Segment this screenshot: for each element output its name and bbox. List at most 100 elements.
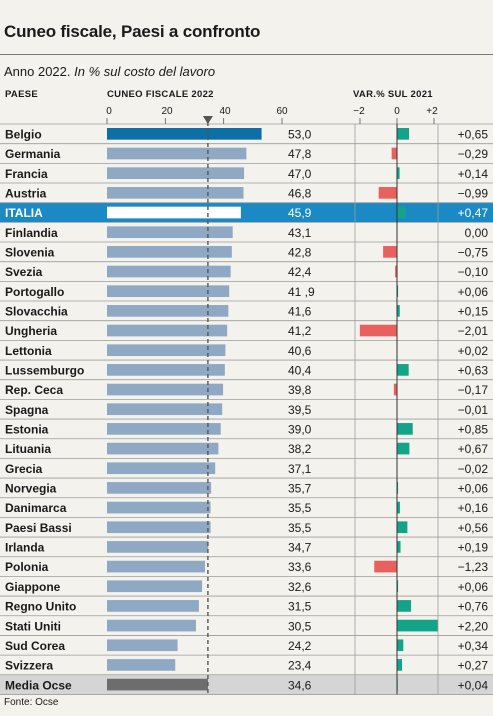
highlight-row-italia bbox=[0, 202, 493, 223]
var-bar-slovenia bbox=[383, 246, 397, 258]
country-label-estonia: Estonia bbox=[5, 423, 49, 437]
country-label-paesi-bassi: Paesi Bassi bbox=[5, 521, 72, 535]
bar-spagna bbox=[107, 403, 223, 416]
bar-lettonia bbox=[107, 344, 226, 357]
var-bar-lituania bbox=[397, 442, 410, 455]
country-label-lituania: Lituania bbox=[5, 442, 51, 456]
source-note: Fonte: Ocse bbox=[4, 697, 59, 708]
column-header-variation: VAR.% SUL 2021 bbox=[353, 89, 433, 100]
var-label-germania: −0,29 bbox=[458, 147, 489, 161]
column-header-country: PAESE bbox=[5, 89, 39, 100]
var-label-regno-unito: +0,76 bbox=[458, 600, 489, 614]
bar-lituania bbox=[107, 442, 219, 455]
axis-tick-60: 60 bbox=[276, 106, 288, 117]
var-bar-germania bbox=[391, 147, 397, 160]
var-bar-irlanda bbox=[397, 541, 401, 553]
bar-francia bbox=[107, 167, 245, 180]
var-label-giappone: +0,06 bbox=[458, 580, 489, 594]
bar-lussemburgo bbox=[107, 364, 225, 376]
value-label-lussemburgo: 40,4 bbox=[288, 364, 312, 378]
country-label-lussemburgo: Lussemburgo bbox=[5, 364, 84, 378]
country-label-regno-unito: Regno Unito bbox=[5, 600, 76, 614]
var-bar-paesi-bassi bbox=[397, 521, 408, 534]
var-axis-tick-0: 0 bbox=[394, 106, 400, 117]
value-label-slovacchia: 41,6 bbox=[288, 305, 312, 319]
bar-regno-unito bbox=[107, 600, 199, 612]
bar-finlandia bbox=[107, 226, 233, 239]
bar-rep-ceca bbox=[107, 383, 224, 396]
value-label-svezia: 42,4 bbox=[288, 265, 312, 279]
bar-sud-corea bbox=[107, 639, 178, 652]
value-label-portogallo: 41 ,9 bbox=[288, 285, 315, 299]
value-label-svizzera: 23,4 bbox=[288, 659, 312, 673]
subtitle-year: Anno 2022. bbox=[4, 64, 71, 79]
value-label-francia: 47,0 bbox=[288, 167, 312, 181]
var-label-svizzera: +0,27 bbox=[458, 659, 489, 673]
bar-svezia bbox=[107, 265, 231, 278]
var-bar-polonia bbox=[374, 560, 397, 573]
axis-tick-40: 40 bbox=[219, 106, 231, 117]
highlight-row-media-ocse bbox=[0, 674, 493, 695]
value-label-sud-corea: 24,2 bbox=[288, 639, 312, 653]
bar-austria bbox=[107, 187, 244, 199]
var-label-svezia: −0,10 bbox=[458, 265, 489, 279]
value-label-finlandia: 43,1 bbox=[288, 226, 312, 240]
bar-belgio bbox=[107, 128, 262, 140]
var-bar-portogallo bbox=[397, 285, 399, 298]
country-label-svizzera: Svizzera bbox=[5, 659, 53, 673]
axis-tick-0: 0 bbox=[106, 106, 112, 117]
value-label-italia: 45,9 bbox=[288, 206, 312, 220]
country-label-germania: Germania bbox=[5, 147, 61, 161]
bar-italia bbox=[107, 206, 241, 219]
country-label-slovacchia: Slovacchia bbox=[5, 305, 68, 319]
country-label-stati-uniti: Stati Uniti bbox=[5, 619, 61, 633]
country-label-giappone: Giappone bbox=[5, 580, 61, 594]
value-label-estonia: 39,0 bbox=[288, 423, 312, 437]
var-bar-norvegia bbox=[397, 482, 399, 494]
axis-tick-20: 20 bbox=[161, 106, 173, 117]
value-label-danimarca: 35,5 bbox=[288, 501, 312, 515]
var-label-portogallo: +0,06 bbox=[458, 285, 489, 299]
bar-polonia bbox=[107, 560, 205, 573]
country-label-danimarca: Danimarca bbox=[5, 501, 67, 515]
var-label-stati-uniti: +2,20 bbox=[458, 619, 489, 633]
country-label-media-ocse: Media Ocse bbox=[5, 678, 72, 692]
value-label-spagna: 39,5 bbox=[288, 403, 312, 417]
column-header-tax-wedge: CUNEO FISCALE 2022 bbox=[107, 89, 214, 100]
var-bar-slovacchia bbox=[397, 305, 400, 317]
var-bar-belgio bbox=[397, 128, 410, 140]
country-label-austria: Austria bbox=[5, 187, 47, 201]
country-label-grecia: Grecia bbox=[5, 462, 43, 476]
country-label-lettonia: Lettonia bbox=[5, 344, 52, 358]
value-label-rep-ceca: 39,8 bbox=[288, 383, 312, 397]
var-label-belgio: +0,65 bbox=[458, 128, 489, 142]
value-label-paesi-bassi: 35,5 bbox=[288, 521, 312, 535]
value-label-lettonia: 40,6 bbox=[288, 344, 312, 358]
var-label-polonia: −1,23 bbox=[458, 560, 489, 574]
value-label-regno-unito: 31,5 bbox=[288, 600, 312, 614]
country-label-irlanda: Irlanda bbox=[5, 541, 45, 555]
value-label-norvegia: 35,7 bbox=[288, 482, 312, 496]
country-label-belgio: Belgio bbox=[5, 128, 42, 142]
var-label-francia: +0,14 bbox=[458, 167, 489, 181]
country-label-francia: Francia bbox=[5, 167, 48, 181]
chart-title: Cuneo fiscale, Paesi a confronto bbox=[4, 22, 261, 41]
bar-grecia bbox=[107, 462, 216, 475]
value-label-lituania: 38,2 bbox=[288, 442, 312, 456]
value-label-austria: 46,8 bbox=[288, 187, 312, 201]
bar-media-ocse bbox=[107, 678, 208, 691]
bar-danimarca bbox=[107, 501, 211, 514]
bar-paesi-bassi bbox=[107, 521, 211, 534]
var-label-rep-ceca: −0,17 bbox=[458, 383, 489, 397]
bar-ungheria bbox=[107, 324, 228, 337]
bar-estonia bbox=[107, 423, 221, 435]
var-label-grecia: −0,02 bbox=[458, 462, 489, 476]
var-bar-svizzera bbox=[397, 659, 402, 671]
var-label-spagna: −0,01 bbox=[458, 403, 489, 417]
bar-portogallo bbox=[107, 285, 230, 298]
var-label-ungheria: −2,01 bbox=[458, 324, 489, 338]
value-label-ungheria: 41,2 bbox=[288, 324, 312, 338]
country-label-polonia: Polonia bbox=[5, 560, 49, 574]
var-label-lussemburgo: +0,63 bbox=[458, 364, 489, 378]
